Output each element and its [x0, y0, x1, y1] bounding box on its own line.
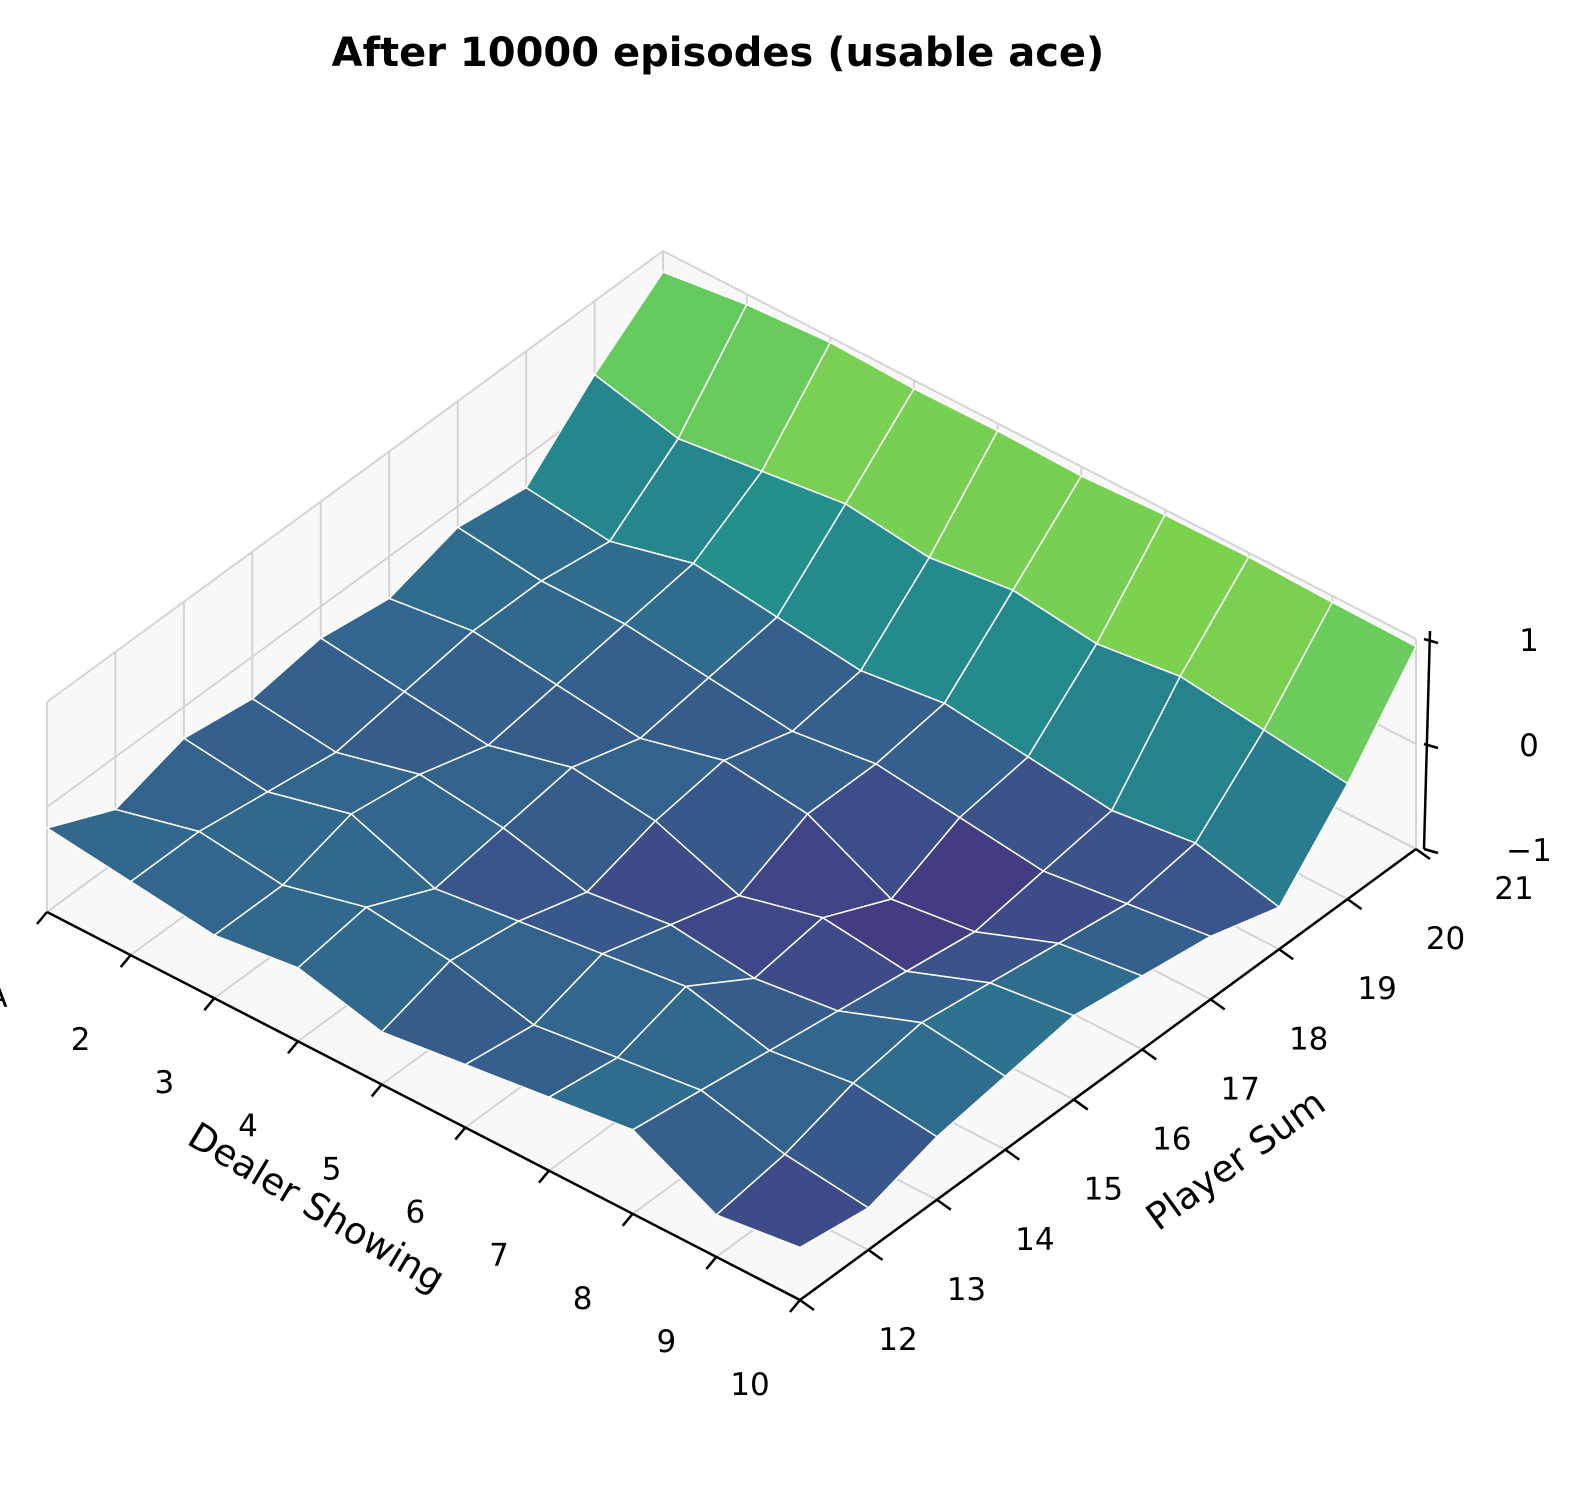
x-tick	[287, 1040, 299, 1055]
x-tick-label: 9	[656, 1324, 676, 1360]
surface	[46, 271, 1417, 1249]
y-tick-label: 20	[1426, 921, 1465, 957]
z-tick	[1423, 847, 1439, 855]
x-tick-label: 4	[238, 1108, 258, 1144]
z-tick	[1423, 637, 1439, 645]
x-tick	[119, 954, 132, 968]
x-tick-label: A	[0, 979, 8, 1015]
y-tick	[1004, 1148, 1021, 1161]
y-tick-label: 18	[1289, 1021, 1328, 1057]
x-tick	[621, 1212, 634, 1227]
x-tick	[705, 1256, 718, 1270]
z-axis-line	[1422, 630, 1432, 850]
y-tick-label: 15	[1084, 1172, 1123, 1208]
y-tick	[867, 1248, 884, 1261]
x-tick-label: 3	[154, 1065, 174, 1101]
y-tick	[936, 1198, 952, 1211]
y-tick-label: 16	[1152, 1122, 1191, 1158]
x-tick-label: 8	[573, 1281, 593, 1317]
x-tick-label: 2	[71, 1022, 91, 1058]
x-tick	[203, 997, 216, 1012]
z-tick	[1423, 742, 1439, 750]
x-tick	[789, 1299, 801, 1313]
x-tick-label: 10	[730, 1367, 769, 1403]
y-tick-label: 12	[878, 1322, 917, 1358]
z-tick-labels: 1 0 −1	[1506, 623, 1552, 869]
y-tick	[1141, 1048, 1157, 1061]
chart-title: After 10000 episodes (usable ace)	[332, 30, 1105, 76]
x-tick	[370, 1083, 383, 1098]
y-tick-label: 14	[1015, 1222, 1054, 1258]
z-tick-label: 1	[1519, 623, 1539, 659]
x-tick	[454, 1126, 467, 1141]
axes	[36, 630, 1439, 1313]
surface-patch	[715, 1153, 870, 1249]
y-tick-label: 19	[1357, 971, 1396, 1007]
y-axis-line	[799, 847, 1417, 1302]
y-tick	[799, 1298, 815, 1312]
y-tick	[1278, 948, 1294, 961]
y-tick-label: 13	[947, 1272, 986, 1308]
y-tick-labels: 12 13 14 15 16 17 18 19 20 21	[878, 871, 1533, 1358]
y-tick	[1346, 898, 1363, 911]
z-tick-label: 0	[1519, 728, 1539, 764]
gridline	[46, 249, 1417, 703]
x-tick-label: 7	[489, 1238, 509, 1274]
x-tick-label: 5	[322, 1151, 342, 1187]
y-tick	[1209, 998, 1226, 1011]
x-tick-labels: A 2 3 4 5 6 7 8 9 10	[0, 979, 770, 1403]
y-tick	[1073, 1098, 1089, 1111]
z-tick-label: −1	[1506, 833, 1552, 869]
y-tick-label: 21	[1494, 871, 1533, 907]
y-tick-label: 17	[1220, 1071, 1259, 1107]
x-tick	[36, 911, 48, 925]
y-tick	[1415, 847, 1431, 861]
x-tick	[538, 1169, 550, 1184]
x-tick-label: 6	[405, 1195, 425, 1231]
x-axis-line	[46, 910, 801, 1302]
